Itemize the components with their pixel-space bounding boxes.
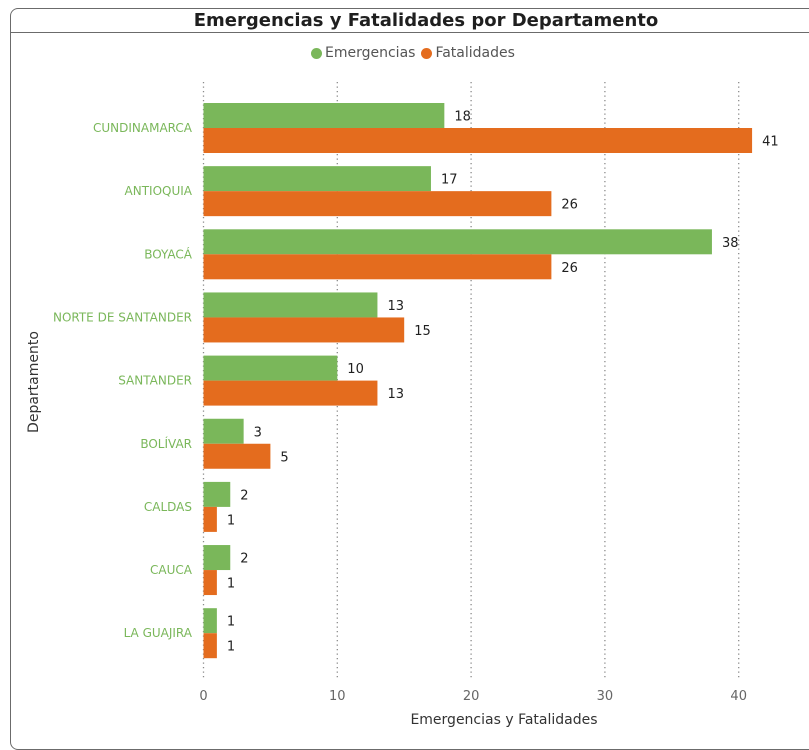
bar-fatalidades[interactable] <box>203 506 217 532</box>
legend-dot-emergencias <box>311 47 322 59</box>
data-label: 41 <box>762 135 779 150</box>
data-label: 13 <box>387 299 404 314</box>
category-label: CUNDINAMARCA <box>93 121 193 135</box>
category-label: CAUCA <box>150 563 193 577</box>
legend-dot-fatalidades <box>421 47 433 59</box>
bar-fatalidades[interactable] <box>203 191 552 217</box>
bar-fatalidades[interactable] <box>203 128 753 153</box>
bar-fatalidades[interactable] <box>203 633 217 659</box>
category-label: SANTANDER <box>118 374 192 388</box>
bar-fatalidades[interactable] <box>203 570 217 596</box>
bar-fatalidades[interactable] <box>203 317 405 343</box>
title-bar: Emergencias y Fatalidades por Departamen… <box>10 8 809 33</box>
legend-item-emergencias[interactable]: Emergencias <box>311 45 415 61</box>
chart-title: Emergencias y Fatalidades por Departamen… <box>193 10 659 31</box>
legend: Emergencias Fatalidades <box>311 43 521 63</box>
data-label: 2 <box>240 552 248 567</box>
x-tick-label: 30 <box>597 689 614 704</box>
data-label: 18 <box>454 110 471 125</box>
x-axis-title: Emergencias y Fatalidades <box>410 712 597 728</box>
bar-emergencias[interactable] <box>203 103 445 128</box>
data-label: 2 <box>240 488 248 503</box>
category-label: LA GUAJIRA <box>124 626 193 640</box>
data-label: 5 <box>280 450 288 465</box>
data-label: 3 <box>254 425 262 440</box>
data-label: 26 <box>561 261 578 276</box>
bar-emergencias[interactable] <box>203 229 712 255</box>
data-label: 38 <box>722 236 739 251</box>
category-label: BOYACÁ <box>144 246 193 261</box>
bar-emergencias[interactable] <box>203 418 244 444</box>
x-tick-label: 40 <box>730 689 747 704</box>
bar-emergencias[interactable] <box>203 292 378 318</box>
data-label: 15 <box>414 324 431 339</box>
y-axis-title: Departamento <box>26 331 42 433</box>
data-label: 1 <box>227 615 235 630</box>
legend-item-fatalidades[interactable]: Fatalidades <box>421 45 515 61</box>
data-label: 17 <box>441 173 458 188</box>
bar-fatalidades[interactable] <box>203 254 552 280</box>
legend-label-fatalidades: Fatalidades <box>435 45 515 61</box>
data-label: 13 <box>387 387 404 402</box>
data-label: 1 <box>227 640 235 655</box>
data-label: 1 <box>227 577 235 592</box>
data-label: 10 <box>347 362 364 377</box>
bar-emergencias[interactable] <box>203 545 231 571</box>
data-label: 1 <box>227 513 235 528</box>
bar-fatalidades[interactable] <box>203 380 378 406</box>
bar-emergencias[interactable] <box>203 608 217 634</box>
legend-label-emergencias: Emergencias <box>325 45 416 61</box>
category-label: NORTE DE SANTANDER <box>53 310 192 324</box>
x-tick-label: 20 <box>463 689 480 704</box>
bar-emergencias[interactable] <box>203 166 431 192</box>
category-label: BOLÍVAR <box>140 436 192 451</box>
category-label: ANTIOQUIA <box>125 184 193 198</box>
category-label: CALDAS <box>144 500 192 514</box>
bar-fatalidades[interactable] <box>203 443 271 469</box>
x-tick-label: 10 <box>329 689 346 704</box>
data-label: 26 <box>561 198 578 213</box>
x-tick-label: 0 <box>199 689 207 704</box>
bar-emergencias[interactable] <box>203 481 231 507</box>
bar-chart: CUNDINAMARCA 18 41 ANTIOQUIA 17 26 BOYACÁ 38 26 N… <box>26 82 779 728</box>
bar-emergencias[interactable] <box>203 355 338 381</box>
